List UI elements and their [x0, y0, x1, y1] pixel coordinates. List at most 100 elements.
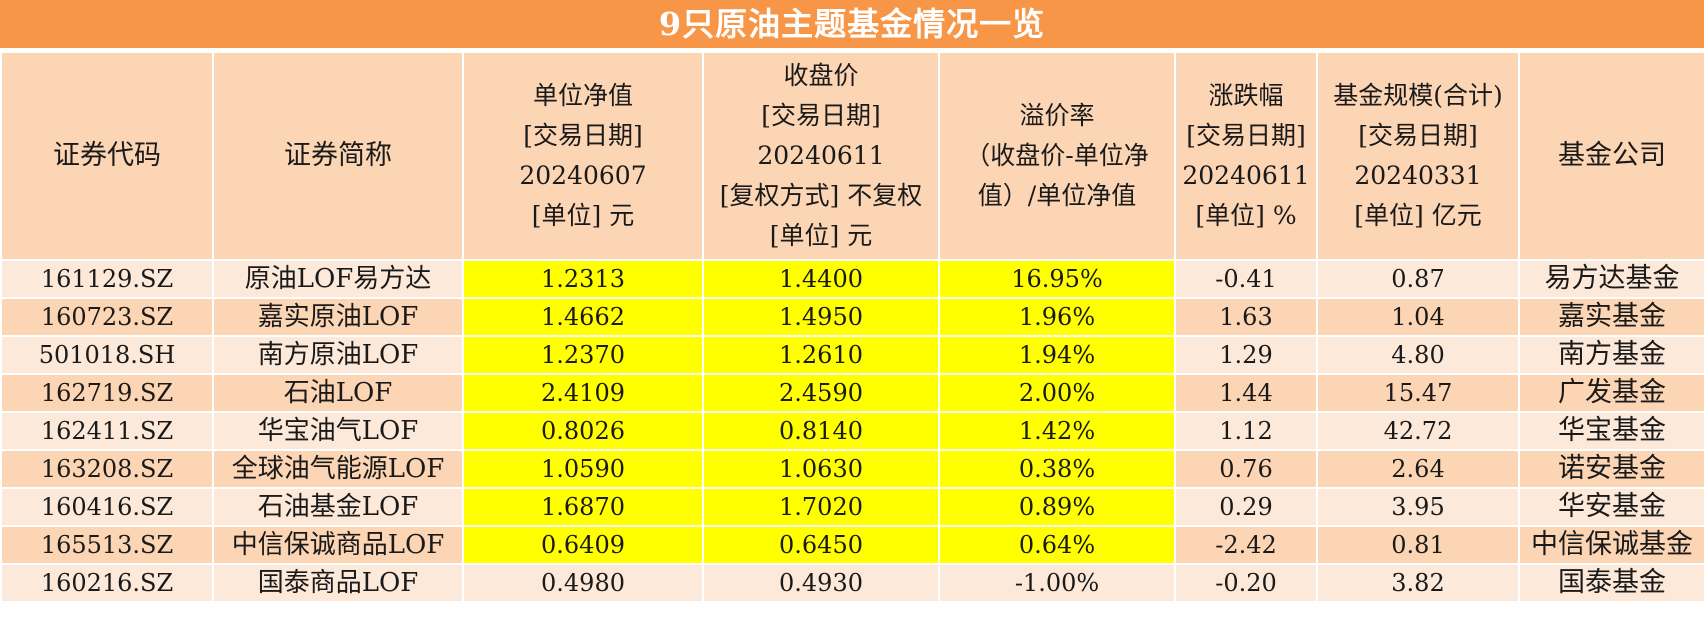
cell-close-price: 0.8140: [702, 411, 940, 451]
cell-premium-rate: 2.00%: [938, 373, 1176, 413]
cell-security-code: 165513.SZ: [0, 525, 214, 565]
cell-close-price: 1.4400: [702, 259, 940, 299]
cell-security-code: 160723.SZ: [0, 297, 214, 337]
header-line: [交易日期]: [761, 101, 881, 130]
header-line: 20240331: [1354, 161, 1482, 190]
cell-fund-size: 4.80: [1316, 335, 1520, 375]
cell-change-pct: 1.29: [1174, 335, 1318, 375]
cell-security-name: 南方原油LOF: [212, 335, 464, 375]
cell-fund-company: 华安基金: [1518, 487, 1704, 527]
table-row: 501018.SH 南方原油LOF 1.2370 1.2610 1.94% 1.29 4.8…: [0, 335, 1704, 375]
header-line: 证券代码: [53, 140, 161, 171]
cell-premium-rate: -1.00%: [938, 563, 1176, 603]
header-fund-company: 基金公司: [1518, 51, 1704, 261]
header-fund-size: 基金规模(合计) [交易日期] 20240331 [单位] 亿元: [1316, 51, 1520, 261]
cell-security-code: 162411.SZ: [0, 411, 214, 451]
header-line: [交易日期]: [523, 121, 643, 150]
cell-nav: 1.4662: [462, 297, 704, 337]
cell-fund-company: 南方基金: [1518, 335, 1704, 375]
table-row: 160216.SZ 国泰商品LOF 0.4980 0.4930 -1.00% -0.20 3…: [0, 563, 1704, 603]
cell-change-pct: -0.41: [1174, 259, 1318, 299]
cell-premium-rate: 16.95%: [938, 259, 1176, 299]
cell-fund-size: 1.04: [1316, 297, 1520, 337]
header-line: 20240611: [757, 141, 885, 170]
cell-fund-size: 0.81: [1316, 525, 1520, 565]
cell-close-price: 0.4930: [702, 563, 940, 603]
cell-close-price: 0.6450: [702, 525, 940, 565]
table-row: 162719.SZ 石油LOF 2.4109 2.4590 2.00% 1.44 15.47…: [0, 373, 1704, 413]
cell-change-pct: -2.42: [1174, 525, 1318, 565]
cell-premium-rate: 1.94%: [938, 335, 1176, 375]
cell-security-code: 161129.SZ: [0, 259, 214, 299]
cell-fund-company: 易方达基金: [1518, 259, 1704, 299]
cell-security-name: 中信保诚商品LOF: [212, 525, 464, 565]
header-line: 基金规模(合计): [1333, 81, 1503, 110]
cell-close-price: 1.2610: [702, 335, 940, 375]
header-nav: 单位净值 [交易日期] 20240607 [单位] 元: [462, 51, 704, 261]
cell-nav: 1.2313: [462, 259, 704, 299]
header-line: [复权方式] 不复权: [719, 181, 923, 210]
header-line: 涨跌幅: [1208, 81, 1284, 110]
table-row: 163208.SZ 全球油气能源LOF 1.0590 1.0630 0.38% 0.76 2…: [0, 449, 1704, 489]
cell-security-name: 华宝油气LOF: [212, 411, 464, 451]
header-line: 基金公司: [1558, 140, 1666, 171]
cell-security-code: 163208.SZ: [0, 449, 214, 489]
cell-premium-rate: 0.38%: [938, 449, 1176, 489]
header-security-code: 证券代码: [0, 51, 214, 261]
cell-security-name: 嘉实原油LOF: [212, 297, 464, 337]
header-security-name: 证券简称: [212, 51, 464, 261]
cell-close-price: 1.4950: [702, 297, 940, 337]
fund-table: 证券代码 证券简称 单位净值 [交易日期] 20240607 [单位] 元收盘价 [交易日期…: [0, 51, 1704, 603]
cell-change-pct: 1.12: [1174, 411, 1318, 451]
table-row: 160723.SZ 嘉实原油LOF 1.4662 1.4950 1.96% 1.63 1.0…: [0, 297, 1704, 337]
cell-nav: 2.4109: [462, 373, 704, 413]
cell-security-name: 国泰商品LOF: [212, 563, 464, 603]
header-close-price: 收盘价 [交易日期] 20240611 [复权方式] 不复权 [单位] 元: [702, 51, 940, 261]
cell-nav: 0.8026: [462, 411, 704, 451]
cell-security-code: 160416.SZ: [0, 487, 214, 527]
cell-nav: 1.0590: [462, 449, 704, 489]
table-title: 9只原油主题基金情况一览: [0, 0, 1704, 48]
header-line: [单位] 元: [769, 221, 873, 250]
header-line: [单位] 亿元: [1354, 201, 1482, 230]
cell-change-pct: -0.20: [1174, 563, 1318, 603]
cell-premium-rate: 1.42%: [938, 411, 1176, 451]
cell-fund-company: 中信保诚基金: [1518, 525, 1704, 565]
table-row: 161129.SZ 原油LOF易方达 1.2313 1.4400 16.95% -0.41…: [0, 259, 1704, 299]
cell-security-code: 160216.SZ: [0, 563, 214, 603]
header-line: 20240607: [519, 161, 647, 190]
header-change-pct: 涨跌幅 [交易日期] 20240611 [单位] %: [1174, 51, 1318, 261]
header-line: 20240611: [1182, 161, 1310, 190]
header-line: [单位] 元: [531, 201, 635, 230]
cell-fund-company: 国泰基金: [1518, 563, 1704, 603]
header-line: 证券简称: [284, 140, 392, 171]
cell-security-code: 162719.SZ: [0, 373, 214, 413]
table-body: 161129.SZ 原油LOF易方达 1.2313 1.4400 16.95% -0.41…: [0, 259, 1704, 603]
cell-premium-rate: 1.96%: [938, 297, 1176, 337]
cell-nav: 1.2370: [462, 335, 704, 375]
header-line: 值）/单位净值: [977, 181, 1137, 210]
cell-fund-size: 3.82: [1316, 563, 1520, 603]
cell-nav: 0.4980: [462, 563, 704, 603]
header-line: [单位] %: [1195, 201, 1297, 230]
cell-fund-company: 广发基金: [1518, 373, 1704, 413]
header-line: 溢价率: [1019, 101, 1095, 130]
cell-nav: 0.6409: [462, 525, 704, 565]
cell-close-price: 2.4590: [702, 373, 940, 413]
header-line: 单位净值: [532, 81, 633, 110]
cell-fund-company: 诺安基金: [1518, 449, 1704, 489]
cell-nav: 1.6870: [462, 487, 704, 527]
cell-fund-size: 15.47: [1316, 373, 1520, 413]
header-line: [交易日期]: [1358, 121, 1478, 150]
header-row: 证券代码 证券简称 单位净值 [交易日期] 20240607 [单位] 元收盘价 [交易日期…: [0, 51, 1704, 261]
table-row: 162411.SZ 华宝油气LOF 0.8026 0.8140 1.42% 1.12 42.…: [0, 411, 1704, 451]
cell-change-pct: 1.44: [1174, 373, 1318, 413]
cell-fund-size: 0.87: [1316, 259, 1520, 299]
cell-security-name: 石油LOF: [212, 373, 464, 413]
cell-fund-size: 42.72: [1316, 411, 1520, 451]
cell-fund-size: 2.64: [1316, 449, 1520, 489]
table-row: 160416.SZ 石油基金LOF 1.6870 1.7020 0.89% 0.29 3.9…: [0, 487, 1704, 527]
cell-fund-size: 3.95: [1316, 487, 1520, 527]
cell-change-pct: 0.76: [1174, 449, 1318, 489]
cell-security-code: 501018.SH: [0, 335, 214, 375]
